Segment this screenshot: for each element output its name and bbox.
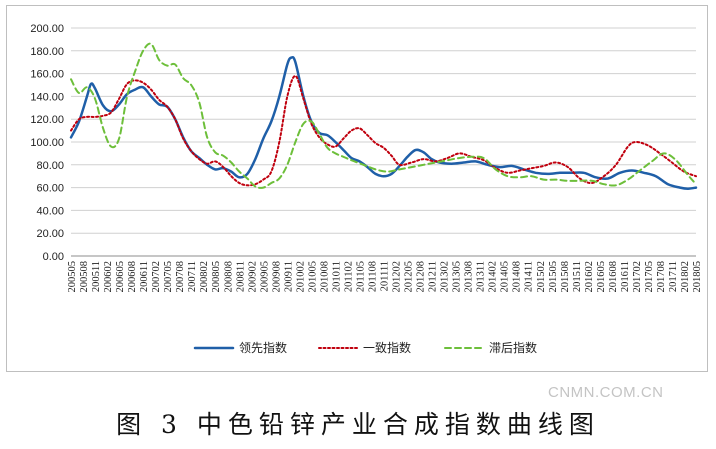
x-tick-label: 201008 xyxy=(319,261,330,293)
chart-svg: 0.00 20.00 40.00 60.00 80.00 100.00 120.00 140.… xyxy=(30,23,703,355)
x-tick-label: 201511 xyxy=(572,261,583,292)
x-tick-label: 201105 xyxy=(355,261,366,292)
x-tick-label: 201605 xyxy=(596,261,607,293)
x-tick-label: 200802 xyxy=(199,261,210,293)
x-tick-label: 200611 xyxy=(139,261,150,292)
x-tick-label: 200805 xyxy=(211,261,222,293)
x-tick-label: 201402 xyxy=(488,261,499,293)
series-line xyxy=(69,55,698,190)
y-tick-label: 40.00 xyxy=(36,205,64,217)
chart-frame: 0.00 20.00 40.00 60.00 80.00 100.00 120.00 140.… xyxy=(6,5,708,372)
x-tick-label: 201102 xyxy=(343,261,354,292)
x-tick-label: 200602 xyxy=(103,261,114,293)
x-tick-label: 201308 xyxy=(464,261,475,293)
x-tick-label: 200508 xyxy=(79,261,90,293)
x-tick-label: 201411 xyxy=(524,261,535,292)
x-tick-label: 200811 xyxy=(235,261,246,292)
watermark-text: CNMN.COM.CN xyxy=(548,384,664,401)
x-tick-label: 200911 xyxy=(283,261,294,292)
y-tick-label: 120.00 xyxy=(30,114,64,126)
x-tick-label: 201508 xyxy=(560,261,571,293)
y-tick-label: 100.00 xyxy=(30,137,64,149)
x-tick-label: 201705 xyxy=(644,261,655,293)
x-tick-label: 201802 xyxy=(680,261,691,293)
x-tick-label: 201011 xyxy=(331,261,342,292)
x-tick-label: 200505 xyxy=(67,261,78,293)
x-tick-label: 201608 xyxy=(608,261,619,293)
y-tick-label: 160.00 xyxy=(30,69,64,81)
x-tick-label: 200808 xyxy=(223,261,234,293)
x-tick-label: 201108 xyxy=(367,261,378,292)
x-tick-label: 201205 xyxy=(404,261,415,293)
y-tick-label: 180.00 xyxy=(30,46,64,58)
legend-label: 一致指数 xyxy=(363,340,411,355)
x-tick-label: 200511 xyxy=(91,261,102,292)
x-tick-label: 201702 xyxy=(632,261,643,293)
legend-label: 领先指数 xyxy=(239,340,287,355)
x-tick-label: 201002 xyxy=(295,261,306,293)
x-tick-label: 201502 xyxy=(536,261,547,293)
x-tick-label: 201005 xyxy=(307,261,318,293)
x-tick-label: 201311 xyxy=(476,261,487,292)
series-line xyxy=(70,74,697,187)
x-tick-label: 201302 xyxy=(440,261,451,293)
y-tick-label: 140.00 xyxy=(30,91,64,103)
x-tick-label: 200902 xyxy=(247,261,258,293)
x-tick-label: 201211 xyxy=(428,261,439,292)
y-tick-label: 80.00 xyxy=(36,160,64,172)
x-tick-label: 201202 xyxy=(392,261,403,293)
y-tick-label: 20.00 xyxy=(36,228,64,240)
x-tick-label: 201505 xyxy=(548,261,559,293)
y-tick-label: 200.00 xyxy=(30,23,64,35)
x-tick-label: 201611 xyxy=(620,261,631,292)
x-tick-label: 201602 xyxy=(584,261,595,293)
x-tick-label: 200702 xyxy=(151,261,162,293)
x-tick-label: 201111 xyxy=(380,261,391,291)
x-tick-label: 200908 xyxy=(271,261,282,293)
x-tick-label: 201711 xyxy=(668,261,679,292)
y-tick-label: 0.00 xyxy=(43,251,64,263)
x-tick-label: 201708 xyxy=(656,261,667,293)
figure-caption: 图 3 中色铅锌产业合成指数曲线图 xyxy=(116,410,600,439)
x-tick-label: 201208 xyxy=(416,261,427,293)
x-tick-label: 200705 xyxy=(163,261,174,293)
x-tick-label: 200711 xyxy=(187,261,198,292)
x-tick-label: 200708 xyxy=(175,261,186,293)
x-tick-label: 201408 xyxy=(512,261,523,293)
legend-label: 滞后指数 xyxy=(489,340,537,355)
y-tick-label: 60.00 xyxy=(36,183,64,195)
series-line xyxy=(70,42,697,189)
x-tick-label: 201305 xyxy=(452,261,463,293)
x-tick-label: 200605 xyxy=(115,261,126,293)
x-tick-label: 201805 xyxy=(692,261,703,293)
x-tick-label: 201405 xyxy=(500,261,511,293)
x-tick-label: 200905 xyxy=(259,261,270,293)
x-tick-label: 200608 xyxy=(127,261,138,293)
